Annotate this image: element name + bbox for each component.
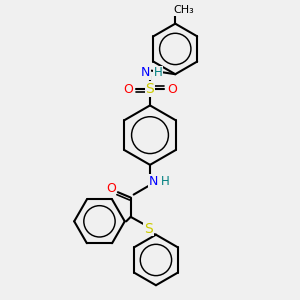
Text: S: S [146, 82, 154, 96]
Text: H: H [160, 175, 169, 188]
Text: H: H [154, 66, 163, 79]
Text: N: N [149, 175, 158, 188]
Text: CH₃: CH₃ [173, 5, 194, 15]
Text: O: O [167, 82, 177, 96]
Text: S: S [144, 222, 153, 236]
Text: O: O [106, 182, 116, 195]
Text: O: O [123, 82, 133, 96]
Text: N: N [141, 66, 150, 79]
